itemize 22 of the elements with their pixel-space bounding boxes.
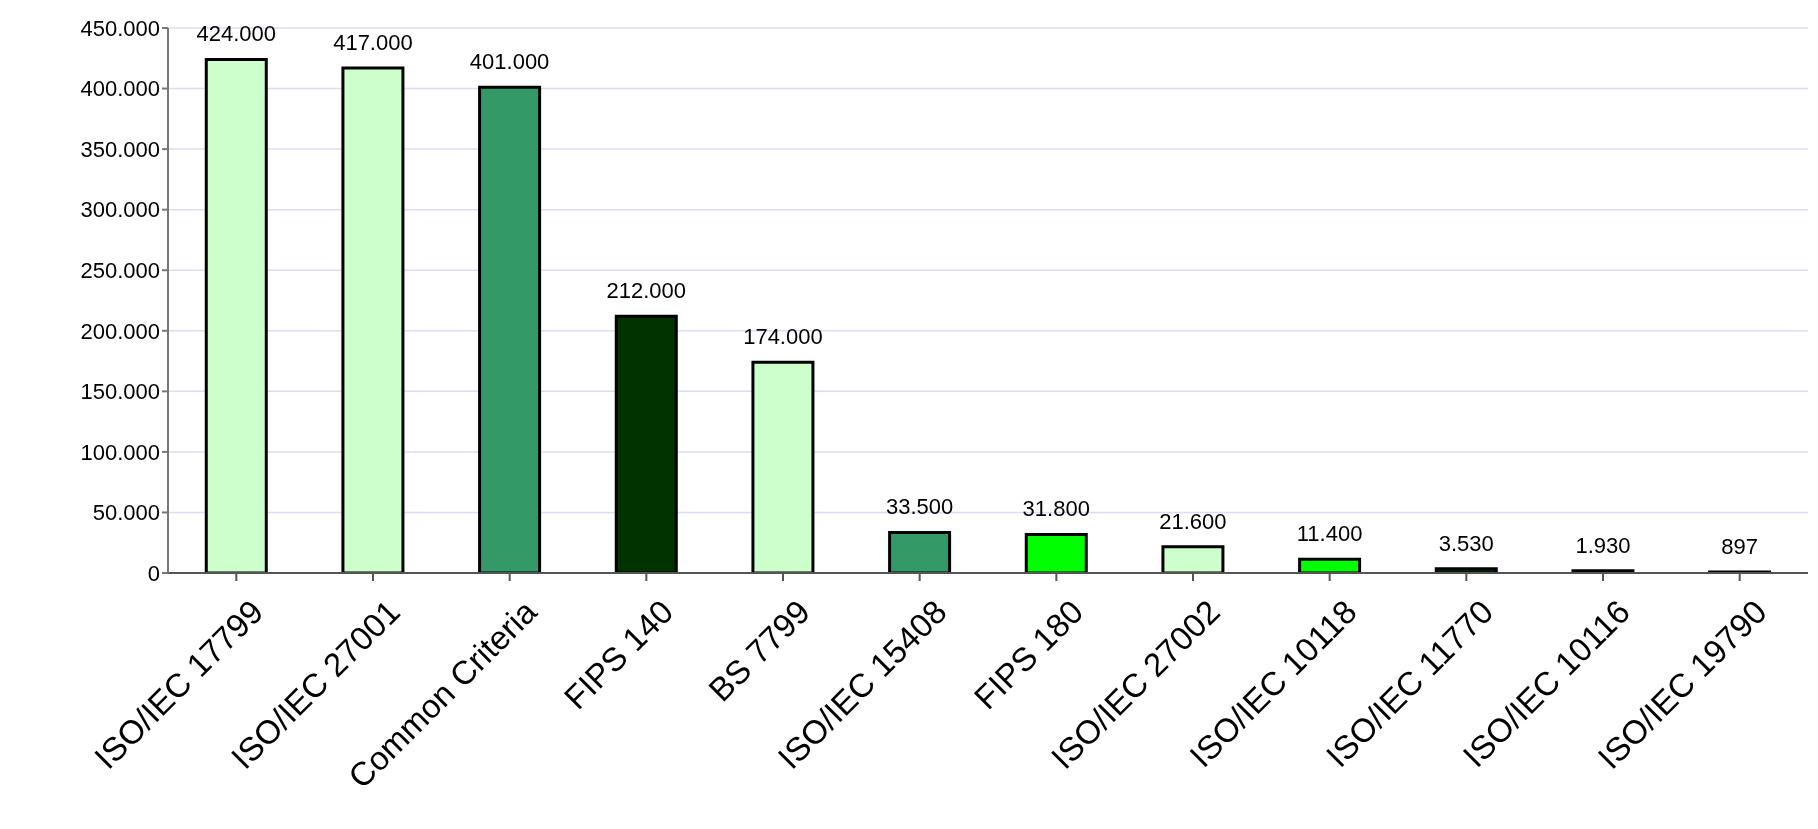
y-tick-label: 50.000 xyxy=(92,500,160,526)
y-tick-label: 250.000 xyxy=(80,258,160,284)
data-label: 401.000 xyxy=(469,49,550,75)
data-label: 33.500 xyxy=(885,494,954,520)
data-label: 417.000 xyxy=(333,29,413,55)
data-label: 174.000 xyxy=(743,324,823,350)
data-label: 212.000 xyxy=(606,278,687,304)
data-label: 1.930 xyxy=(1575,532,1631,558)
y-tick-label: 0 xyxy=(147,560,160,586)
y-tick-label: 400.000 xyxy=(80,76,160,102)
data-label: 21.600 xyxy=(1159,508,1227,534)
data-label: 424.000 xyxy=(196,21,277,47)
y-tick-label: 300.000 xyxy=(80,197,160,223)
y-tick-label: 100.000 xyxy=(80,439,160,465)
data-label: 11.400 xyxy=(1296,521,1363,547)
data-label: 3.530 xyxy=(1438,530,1494,556)
y-tick-label: 350.000 xyxy=(80,136,160,162)
y-tick-label: 150.000 xyxy=(80,379,160,405)
y-tick-label: 450.000 xyxy=(80,15,160,41)
y-tick-label: 200.000 xyxy=(80,318,160,344)
data-label: 31.800 xyxy=(1022,496,1090,522)
data-label: 897 xyxy=(1721,533,1758,559)
